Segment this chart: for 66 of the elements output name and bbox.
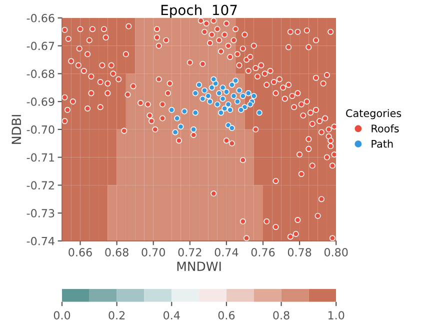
y-tick-label: -0.70	[26, 125, 54, 134]
x-tick-label: 0.68	[105, 248, 128, 256]
y-tick-label: -0.71	[26, 153, 54, 162]
x-tick-label: 0.76	[251, 248, 275, 256]
point	[223, 88, 230, 95]
color-bar-label: 0.0	[54, 311, 70, 320]
color-bar-label: 0.2	[108, 311, 125, 320]
point	[225, 101, 232, 108]
point	[206, 98, 214, 105]
point	[168, 106, 175, 113]
y-axis-title: NDBI	[12, 115, 21, 144]
legend-label: Roofs	[372, 124, 399, 132]
point	[212, 80, 219, 86]
point	[228, 125, 235, 132]
point	[238, 106, 244, 113]
point	[205, 92, 212, 99]
point	[174, 115, 180, 122]
point	[200, 96, 206, 102]
y-tick-label: -0.72	[26, 181, 54, 190]
point	[218, 110, 224, 116]
point	[190, 126, 197, 132]
y-tick-label: -0.74	[26, 236, 54, 246]
color-bar-label: 0.4	[164, 311, 180, 320]
point	[228, 82, 235, 88]
y-tick-label: -0.73	[26, 209, 54, 218]
point	[172, 129, 178, 136]
x-axis-title: MNDWI	[177, 262, 221, 271]
point	[196, 82, 202, 88]
point	[247, 101, 254, 108]
x-tick-label: 0.66	[68, 248, 92, 256]
point	[202, 87, 208, 94]
point	[214, 101, 220, 108]
y-tick-label: -0.66	[26, 14, 54, 22]
point	[181, 108, 188, 114]
x-tick-label: 0.80	[324, 248, 348, 256]
y-tick-label: -0.67	[26, 42, 54, 50]
point	[192, 90, 198, 96]
point	[222, 106, 228, 112]
point	[210, 76, 217, 82]
point	[220, 96, 226, 102]
point	[245, 90, 252, 96]
point	[227, 106, 234, 113]
legend-label: Path	[372, 140, 393, 148]
point	[232, 78, 239, 84]
x-tick-label: 0.70	[142, 248, 165, 256]
chart-title: Epoch 107	[161, 4, 237, 18]
point	[208, 84, 215, 91]
point	[240, 92, 246, 99]
point	[234, 98, 240, 105]
x-tick-label: 0.74	[214, 248, 238, 256]
point	[256, 110, 262, 116]
point	[236, 87, 242, 94]
point	[220, 84, 226, 91]
x-tick-label: 0.78	[288, 248, 312, 256]
x-tick-label: 0.72	[178, 248, 202, 256]
color-bar-label: 1.0	[328, 311, 344, 320]
y-tick-label: -0.69	[26, 98, 54, 106]
color-bar-label: 0.6	[218, 311, 235, 320]
point	[250, 92, 257, 99]
point	[230, 92, 237, 99]
point	[178, 124, 184, 130]
color-bar-label: 0.8	[273, 311, 290, 320]
y-tick-label: -0.68	[26, 70, 54, 78]
point	[216, 90, 222, 96]
point	[192, 110, 198, 116]
legend-title: Categories	[346, 109, 402, 120]
